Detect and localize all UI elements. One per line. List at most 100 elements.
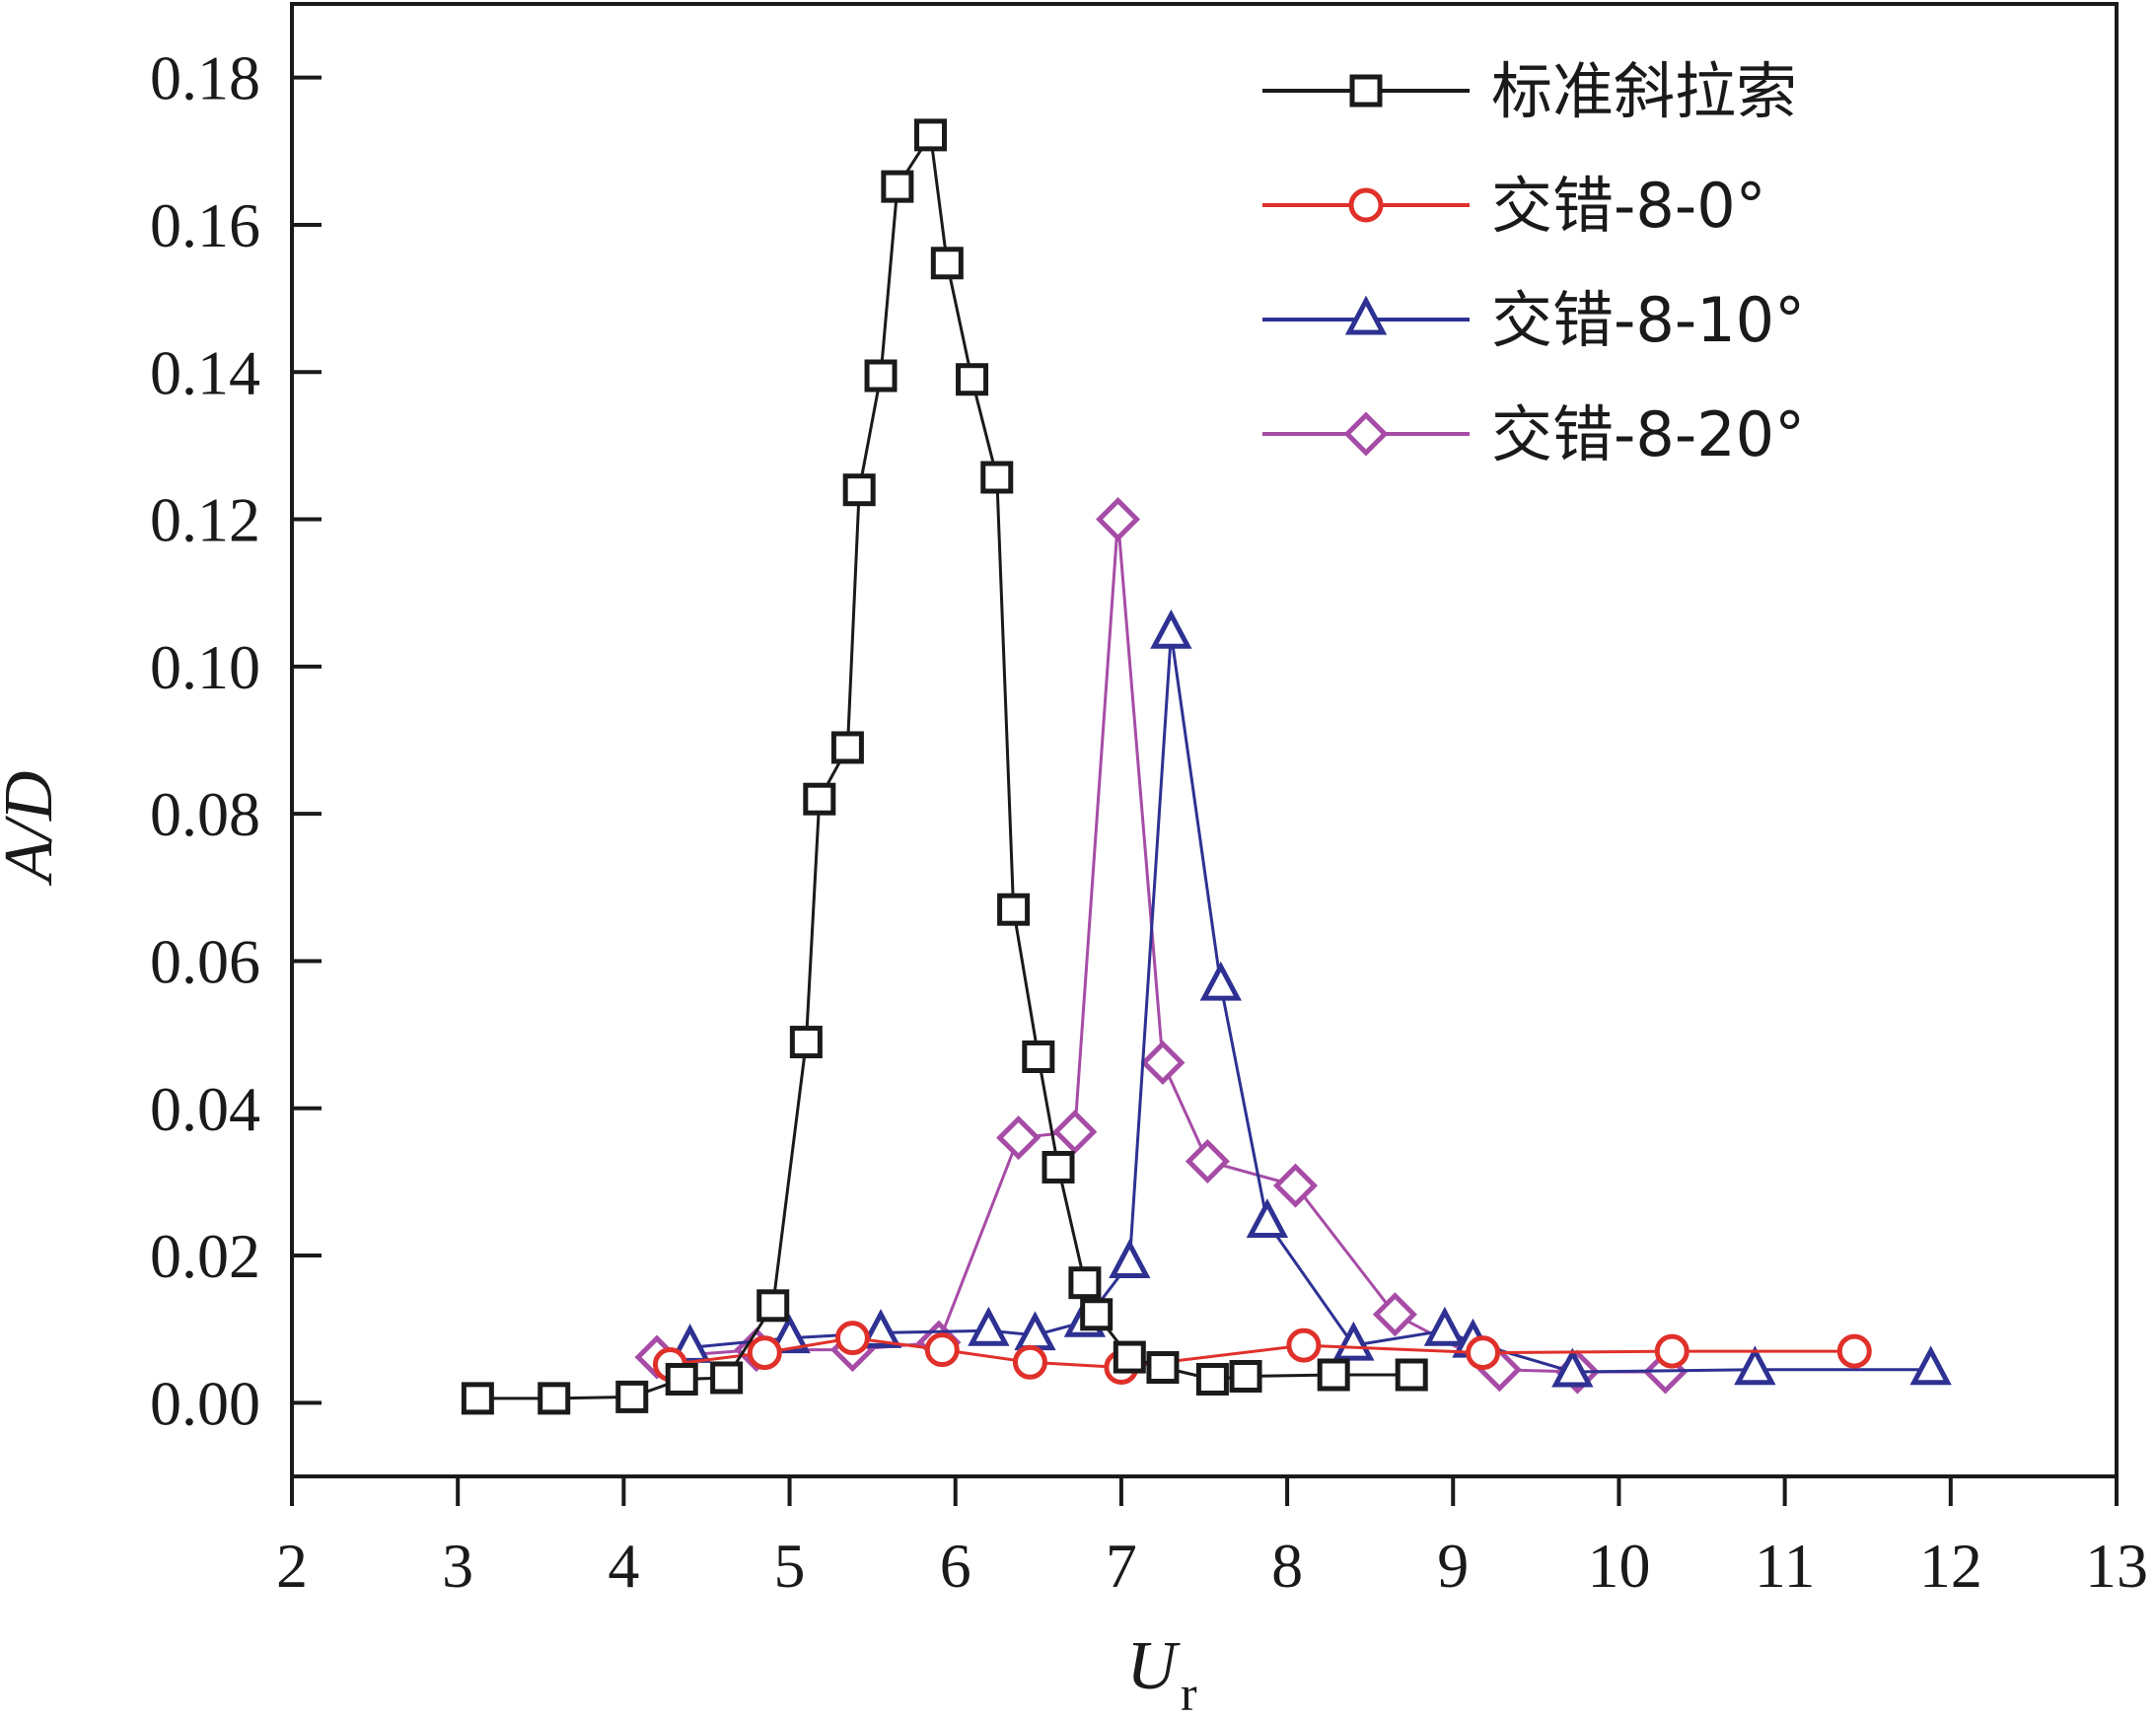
data-point [1113,1340,1146,1374]
data-point [1022,1040,1055,1073]
y-tick-label: 0.14 [150,337,260,407]
y-tick-label: 0.08 [150,779,260,849]
data-point [1551,1347,1594,1388]
data-point [1246,1198,1289,1238]
data-point [834,1321,870,1356]
data-point [1080,1298,1114,1331]
series-1 [461,118,1428,1415]
data-point [803,782,836,816]
series-3 [669,609,1952,1388]
y-tick-label: 0.18 [150,43,260,113]
legend-entry: 标准斜拉索 [1262,55,1797,127]
data-point [1096,497,1141,542]
legend-marker [1349,74,1383,108]
x-tick-label: 10 [1587,1531,1650,1601]
x-axis-title: Ur [1126,1628,1197,1721]
data-point [789,1026,823,1059]
data-point [1466,1335,1501,1371]
data-point [1372,1292,1417,1337]
data-point [842,473,876,507]
data-point [1146,1351,1180,1385]
y-tick-label: 0.12 [150,485,260,555]
x-axis-title-subscript: r [1181,1666,1197,1721]
legend-marker [1343,411,1389,457]
data-point [996,1115,1042,1161]
data-point [1068,1266,1102,1300]
data-point [980,461,1014,494]
x-axis-ticks: 2 3 4 5 6 7 8 9 10 11 12 13 [276,1476,2148,1601]
data-point [1909,1345,1952,1386]
data-point [1199,961,1242,1001]
x-tick-label: 9 [1437,1531,1469,1601]
data-point [1836,1333,1872,1369]
data-point [1195,1362,1229,1396]
y-tick-label: 0.16 [150,190,260,260]
y-tick-label: 0.06 [150,926,260,996]
data-point [1423,1306,1467,1346]
x-tick-label: 12 [1919,1531,1982,1601]
data-point [461,1382,494,1415]
legend-marker [1348,187,1384,223]
data-point [1109,1239,1151,1279]
legend-label: 标准斜拉索 [1491,55,1797,127]
plot-frame [290,2,2119,1478]
legend-entry: 交错-8-0° [1262,170,1766,242]
data-point [1042,1150,1075,1183]
y-tick-label: 0.10 [150,632,260,702]
data-point [830,731,864,764]
data-point [881,170,914,203]
y-tick-label: 0.00 [150,1368,260,1438]
y-axis-ticks: 0.00 0.02 0.04 0.06 0.08 0.10 0.12 0.14 0.16 0.18 [150,43,322,1438]
data-point [956,363,989,396]
x-tick-label: 2 [276,1531,308,1601]
data-point [914,118,947,152]
data-point [997,893,1031,926]
data-point [1012,1344,1047,1380]
data-point [710,1361,744,1395]
x-tick-label: 11 [1755,1531,1816,1601]
legend-label: 交错-8-0° [1491,170,1766,242]
x-tick-label: 13 [2085,1531,2148,1601]
data-point [1395,1358,1428,1392]
x-tick-label: 4 [608,1531,639,1601]
legend-label: 交错-8-20° [1491,398,1805,470]
data-point [1229,1359,1262,1393]
y-axis-title: A/D [0,771,67,887]
data-point [924,1332,960,1368]
data-point [756,1289,790,1323]
data-point [930,247,964,280]
legend-entry: 交错-8-10° [1262,284,1805,356]
series-line [689,633,1931,1374]
data-point [1654,1333,1689,1369]
data-point [538,1382,571,1415]
data-point [1286,1327,1322,1363]
legend-label: 交错-8-10° [1491,284,1805,356]
data-point [1317,1358,1350,1392]
x-tick-label: 5 [774,1531,806,1601]
data-point [747,1335,782,1371]
data-point [859,1309,902,1348]
x-tick-label: 8 [1271,1531,1303,1601]
data-point [1150,609,1192,649]
data-point [665,1362,698,1396]
data-point [968,1306,1010,1346]
x-tick-label: 7 [1106,1531,1137,1601]
data-point [768,1314,811,1354]
data-point [1185,1138,1230,1184]
y-tick-label: 0.04 [150,1074,260,1144]
legend-marker [1344,295,1388,335]
data-point [864,359,898,393]
series-line [670,1336,1855,1370]
y-tick-label: 0.02 [150,1221,260,1291]
data-point [1272,1163,1319,1208]
x-tick-label: 3 [442,1531,473,1601]
data-point [615,1380,649,1413]
x-tick-label: 6 [940,1531,971,1601]
data-point [1052,1110,1098,1155]
data-point [1332,1321,1375,1361]
legend-entry: 交错-8-20° [1262,398,1805,470]
series-layer [461,118,1952,1415]
data-point [1734,1345,1776,1386]
